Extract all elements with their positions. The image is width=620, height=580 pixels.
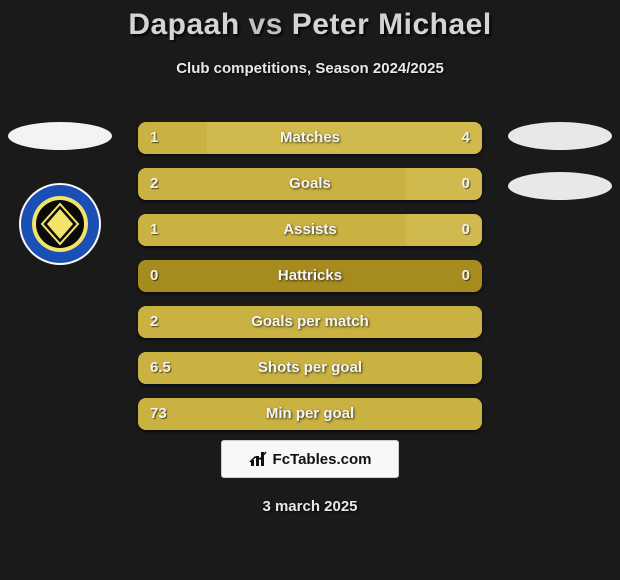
comparison-chart: 14Matches 20Goals 10Assists 00Hattricks 2Goa… [138, 122, 482, 444]
stat-label: Goals per match [138, 306, 482, 338]
stat-label: Matches [138, 122, 482, 154]
stat-row: 2Goals per match [138, 306, 482, 338]
stat-label: Hattricks [138, 260, 482, 292]
stat-label: Goals [138, 168, 482, 200]
stat-row: 14Matches [138, 122, 482, 154]
right-team-badge-icon [508, 172, 612, 200]
stat-row: 00Hattricks [138, 260, 482, 292]
left-team-badge-icon [18, 182, 102, 266]
bar-chart-icon [249, 450, 269, 468]
left-player-club [8, 122, 112, 266]
brand-text: FcTables.com [273, 451, 372, 468]
title-right-name: Peter Michael [292, 8, 492, 41]
stat-label: Assists [138, 214, 482, 246]
right-country-flag-icon [508, 122, 612, 150]
subtitle: Club competitions, Season 2024/2025 [0, 60, 620, 77]
title-vs: vs [249, 8, 283, 41]
brand-logo: FcTables.com [221, 440, 399, 478]
stat-row: 6.5Shots per goal [138, 352, 482, 384]
stat-row: 73Min per goal [138, 398, 482, 430]
left-country-flag-icon [8, 122, 112, 150]
stat-row: 20Goals [138, 168, 482, 200]
comparison-infographic: Dapaah vs Peter Michael Club competition… [0, 0, 620, 580]
stat-label: Shots per goal [138, 352, 482, 384]
date-label: 3 march 2025 [0, 498, 620, 515]
stat-row: 10Assists [138, 214, 482, 246]
right-player-club [508, 122, 612, 200]
page-title: Dapaah vs Peter Michael [0, 0, 620, 42]
stat-label: Min per goal [138, 398, 482, 430]
title-left-name: Dapaah [128, 8, 239, 41]
